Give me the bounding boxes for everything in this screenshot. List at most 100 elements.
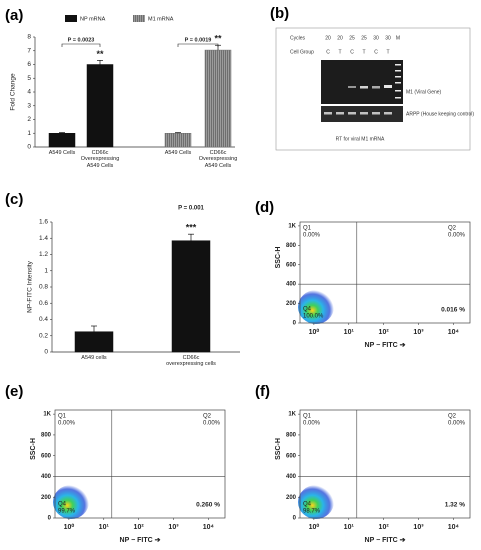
p-value: P = 0.0019 [185, 37, 212, 43]
y-axis-label: Fold Change [10, 73, 17, 111]
quadrant-name: Q2 [203, 414, 212, 420]
y-tick-label: 600 [286, 453, 297, 459]
y-axis-label: NP-FITC Intensity [27, 260, 34, 312]
y-tick-label: 3 [27, 102, 31, 109]
y-tick-label: 0.4 [39, 316, 48, 323]
legend-label: NP mRNA [80, 16, 106, 22]
y-tick-label: 1K [43, 412, 51, 418]
gel-lane-label: 25 [349, 35, 355, 41]
y-tick-label: 400 [41, 474, 52, 480]
quadrant-name: Q1 [58, 414, 67, 420]
x-tick-label-box: A549 cells [81, 355, 107, 361]
plot-frame [299, 221, 471, 324]
event-cloud [298, 485, 334, 519]
x-tick-label: 10² [134, 524, 145, 531]
x-tick-label: 10¹ [344, 524, 355, 531]
x-tick-label-box: CD66c overexpressing cells [166, 355, 216, 367]
gel-lane-label: 30 [385, 35, 391, 41]
gel-panel: (b) Cycles Cell Group M M1 (Viral Gene) … [270, 5, 474, 151]
y-tick-label: 600 [41, 453, 52, 459]
panel-label: (a) [5, 7, 23, 24]
quadrant-name: Q4 [303, 307, 312, 313]
y-tick-label: 0.8 [39, 284, 48, 291]
y-tick-label: 5 [27, 75, 31, 82]
y-tick-label: 400 [286, 474, 297, 480]
gel-lane-label: 30 [373, 35, 379, 41]
x-tick-label: A549 cells [81, 355, 107, 361]
y-tick-label: 1.2 [39, 251, 48, 258]
y-tick-label: 8 [27, 34, 31, 41]
quadrant-name: Q1 [303, 414, 312, 420]
y-tick-label: 0 [44, 349, 48, 356]
significance: ** [214, 34, 222, 44]
bar [171, 240, 211, 353]
gel-band-label: M1 (Viral Gene) [406, 89, 442, 95]
gel-band-label: ARPP (House keeping control) [406, 111, 474, 117]
significance: ** [96, 49, 104, 59]
quadrant-percent: 0.00% [448, 421, 466, 427]
quadrant-name: Q1 [303, 226, 312, 232]
gel-label: Cell Group [290, 49, 314, 55]
y-tick-label: 800 [41, 433, 52, 439]
bar [204, 49, 232, 148]
gel-caption: RT for viral M1 mRNA [336, 136, 385, 142]
quadrant-name: Q4 [303, 502, 312, 508]
y-tick-label: 400 [286, 282, 297, 288]
x-tick-label: 10² [379, 524, 390, 531]
x-tick-label: 10¹ [99, 524, 110, 531]
y-tick-label: 800 [286, 433, 297, 439]
y-tick-label: 0 [293, 516, 297, 522]
x-tick-label-box: A549 Cells [49, 150, 76, 156]
x-tick-label: 10² [379, 329, 390, 336]
y-tick-label: 1.6 [39, 219, 48, 226]
quadrant-percent: 99.7% [58, 509, 76, 515]
gel-lane-label: C [326, 49, 330, 55]
y-tick-label: 200 [286, 301, 297, 307]
y-tick-label: 4 [27, 89, 31, 96]
quadrant-percent: 0.00% [448, 233, 466, 239]
gel-image [321, 60, 403, 104]
y-tick-label: 1.4 [39, 235, 48, 242]
bracket [61, 43, 101, 47]
bracket [177, 43, 219, 47]
y-tick-label: 800 [286, 243, 297, 249]
x-tick-label: CD66c Overexpressing A549 Cells [80, 150, 120, 169]
y-tick-label: 0 [27, 144, 31, 151]
y-axis-label: SSC-H [30, 438, 37, 460]
plot-frame [299, 409, 471, 519]
legend-swatch [65, 15, 77, 22]
bar [164, 133, 192, 148]
x-tick-label: 10¹ [344, 329, 355, 336]
y-tick-label: 7 [27, 47, 31, 54]
x-tick-label: 10⁴ [203, 524, 215, 531]
event-cloud [53, 485, 89, 519]
y-tick-label: 1 [27, 130, 31, 137]
bar [74, 331, 114, 353]
gel-lane-label: 20 [337, 35, 343, 41]
x-tick-label: 10⁰ [309, 328, 320, 336]
x-tick-label: 10⁴ [448, 329, 460, 336]
y-axis-label: SSC-H [275, 247, 282, 269]
quadrant-percent: 0.016 % [441, 307, 465, 314]
gel-label: Cycles [290, 35, 306, 41]
x-tick-label: A549 Cells [164, 150, 192, 156]
quadrant-percent: 0.00% [303, 421, 321, 427]
quadrant-percent: 100.0% [303, 314, 324, 320]
bar [86, 64, 114, 148]
x-tick-label: 10³ [413, 329, 424, 336]
panel-label: (b) [270, 5, 289, 22]
x-tick-label-box: CD66c Overexpressing A549 Cells [80, 150, 120, 169]
quadrant-percent: 0.00% [58, 421, 76, 427]
x-tick-label: 10⁰ [64, 523, 75, 531]
legend-label: M1 mRNA [148, 16, 174, 22]
x-axis-label: NP − FITC ➔ [365, 537, 406, 544]
p-value: P = 0.0023 [68, 37, 95, 43]
gel-lane-label: 20 [325, 35, 331, 41]
quadrant-name: Q4 [58, 502, 67, 508]
x-tick-label: CD66c Overexpressing A549 Cells [198, 150, 238, 169]
legend-swatch [133, 15, 145, 22]
y-tick-label: 0 [293, 321, 297, 327]
panel-label: (c) [5, 191, 23, 208]
p-value: P = 0.001 [178, 206, 204, 212]
